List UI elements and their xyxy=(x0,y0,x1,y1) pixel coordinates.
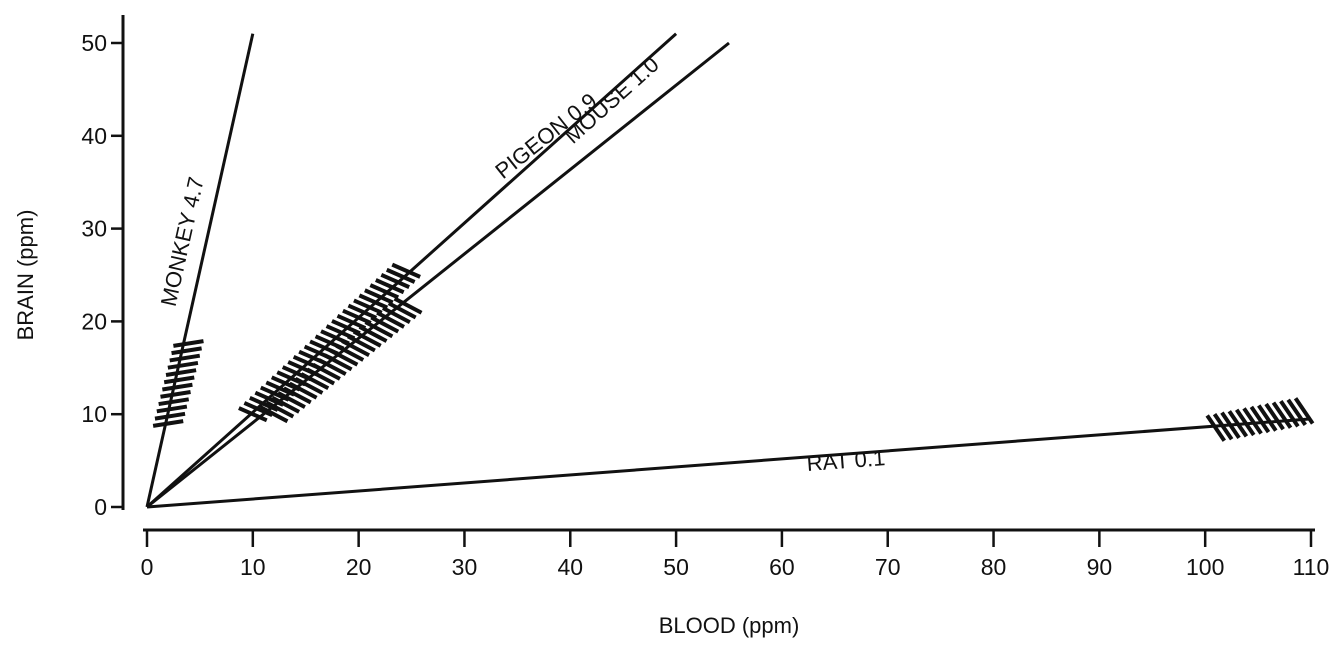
ticks: 0 10 20 30 40 50 60 70 80 90 100 110 0 10 20 30 40 50 xyxy=(81,30,1329,580)
hatch-mark-pigeon xyxy=(364,320,394,339)
y-tick-label: 20 xyxy=(81,308,107,334)
x-tick-label: 80 xyxy=(981,554,1007,580)
x-tick-label: 40 xyxy=(557,554,583,580)
hatch-mark-pigeon xyxy=(277,391,306,409)
y-tick-label: 10 xyxy=(81,401,107,427)
hatch-mark-mouse xyxy=(385,267,416,284)
hatch-mark-monkey xyxy=(162,382,193,392)
hatch-mark-pigeon xyxy=(288,381,318,400)
hatch-mark-rat xyxy=(1257,404,1278,432)
hatch-mark-pigeon xyxy=(323,353,353,372)
hatch-mark-pigeon xyxy=(358,325,388,343)
hatch-mark-pigeon xyxy=(317,358,347,376)
hatch-mark-monkey xyxy=(154,411,186,421)
x-tick-label: 110 xyxy=(1293,554,1330,580)
hatch-mark-monkey xyxy=(171,346,202,356)
y-tick-label: 50 xyxy=(81,30,107,56)
hatch-mark-pigeon xyxy=(341,339,370,358)
x-tick-label: 100 xyxy=(1186,554,1224,580)
hatch-mark-rat xyxy=(1264,402,1285,431)
x-tick-label: 60 xyxy=(769,554,795,580)
hatch-mark-mouse xyxy=(364,288,394,305)
hatch-mark-monkey xyxy=(169,353,201,363)
hatch-mark-pigeon xyxy=(312,362,341,381)
y-axis-label: BRAIN (ppm) xyxy=(13,210,38,341)
hatch-mark-pigeon xyxy=(306,367,336,386)
x-tick-label: 30 xyxy=(452,554,478,580)
x-tick-label: 0 xyxy=(141,554,154,580)
hatch-mark-mouse xyxy=(369,283,400,300)
series-label-rat: RAT 0.1 xyxy=(806,445,886,476)
axes xyxy=(121,15,1315,532)
hatch-mark-pigeon xyxy=(259,405,289,424)
hatch-mark-monkey xyxy=(152,419,184,428)
hatch-mark-pigeon xyxy=(271,395,301,414)
hatch-mark-mouse xyxy=(358,293,389,310)
hatch-mark-monkey xyxy=(165,368,197,377)
hatch-mark-pigeon xyxy=(329,348,359,367)
hatch-mark-mouse xyxy=(353,298,383,315)
hatch-mark-pigeon xyxy=(335,343,365,362)
hatch-mark-monkey xyxy=(163,375,195,385)
hatch-mark-pigeon xyxy=(387,301,417,320)
hatch-mark-rat xyxy=(1205,414,1226,442)
hatch-mark-monkey xyxy=(158,397,190,407)
y-tick-label: 40 xyxy=(81,123,107,149)
hatch-mark-pigeon xyxy=(381,306,411,324)
hatch-mark-pigeon xyxy=(370,315,400,334)
hatch-mark-pigeon xyxy=(282,386,312,405)
hatch-mark-rat xyxy=(1271,401,1293,429)
hatch-mark-pigeon xyxy=(347,334,376,353)
hatch-mark-monkey xyxy=(173,339,204,348)
x-tick-label: 90 xyxy=(1087,554,1113,580)
hatch-mark-pigeon xyxy=(376,310,405,329)
x-axis-label: BLOOD (ppm) xyxy=(659,613,800,638)
hatch-mark-pigeon xyxy=(393,296,423,315)
y-tick-label: 0 xyxy=(94,494,107,520)
series-line-pigeon xyxy=(146,41,730,509)
hatch-mark-monkey xyxy=(167,360,199,370)
x-tick-label: 70 xyxy=(875,554,901,580)
hatch-mark-rat xyxy=(1279,400,1300,428)
series-line-monkey xyxy=(145,33,255,508)
series-line-rat xyxy=(146,417,1312,509)
hatch-mark-mouse xyxy=(391,262,421,279)
x-tick-label: 10 xyxy=(240,554,266,580)
x-tick-label: 20 xyxy=(346,554,372,580)
series-line-mouse xyxy=(145,32,678,509)
hatch-mark-pigeon xyxy=(352,329,382,348)
hatch-mark-mouse xyxy=(347,303,378,320)
series-label-monkey: MONKEY 4.7 xyxy=(156,175,209,309)
y-tick-label: 30 xyxy=(81,216,107,242)
hatches xyxy=(152,262,1315,442)
x-tick-label: 50 xyxy=(663,554,689,580)
hatch-mark-mouse xyxy=(374,278,405,295)
hatch-mark-mouse xyxy=(380,273,410,289)
hatch-mark-monkey xyxy=(160,390,191,399)
hatch-mark-pigeon xyxy=(265,400,295,419)
hatch-mark-rat xyxy=(1249,405,1271,434)
hatch-mark-monkey xyxy=(156,404,188,414)
hatch-mark-rat xyxy=(1242,407,1263,435)
series-lines xyxy=(145,32,1312,509)
hatch-mark-pigeon xyxy=(294,377,324,395)
hatch-mark-pigeon xyxy=(300,372,330,391)
